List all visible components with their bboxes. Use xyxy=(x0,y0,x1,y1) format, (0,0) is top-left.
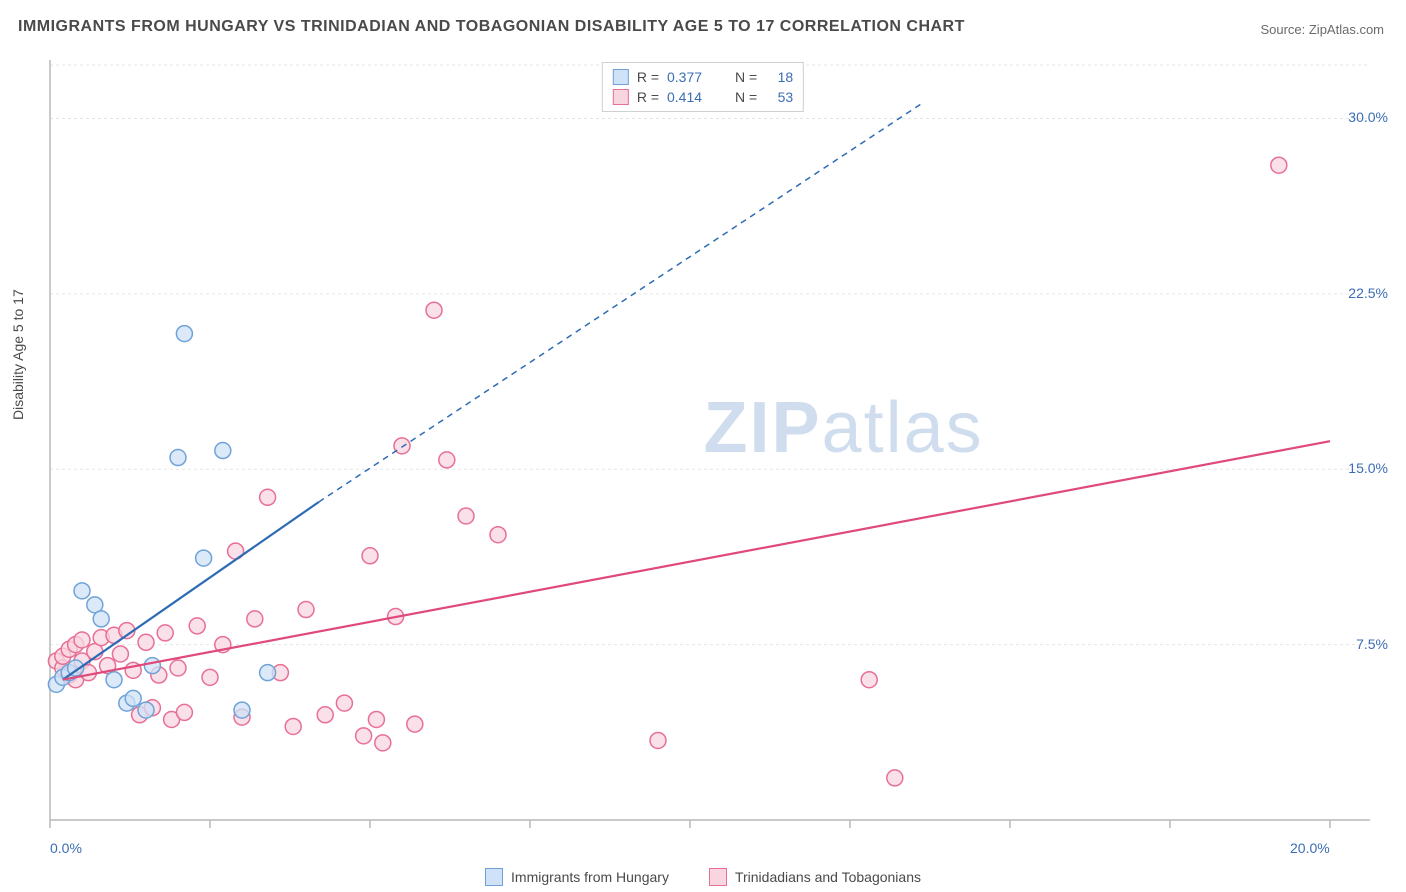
swatch-icon xyxy=(709,868,727,886)
bottom-legend: Immigrants from Hungary Trinidadians and… xyxy=(0,868,1406,886)
y-tick-label: 22.5% xyxy=(1348,285,1388,301)
swatch-icon xyxy=(485,868,503,886)
legend-item-hungary: Immigrants from Hungary xyxy=(485,868,669,886)
swatch-icon xyxy=(613,69,629,85)
y-tick-label: 15.0% xyxy=(1348,460,1388,476)
x-tick-label: 20.0% xyxy=(1290,840,1330,856)
correlation-legend: R = 0.377 N = 18 R = 0.414 N = 53 xyxy=(602,62,804,112)
swatch-icon xyxy=(613,89,629,105)
y-tick-label: 7.5% xyxy=(1356,636,1388,652)
legend-row-trinidad: R = 0.414 N = 53 xyxy=(613,87,793,107)
y-tick-label: 30.0% xyxy=(1348,109,1388,125)
legend-row-hungary: R = 0.377 N = 18 xyxy=(613,67,793,87)
x-tick-label: 0.0% xyxy=(50,840,82,856)
scatter-chart xyxy=(0,0,1406,892)
legend-item-trinidad: Trinidadians and Tobagonians xyxy=(709,868,921,886)
